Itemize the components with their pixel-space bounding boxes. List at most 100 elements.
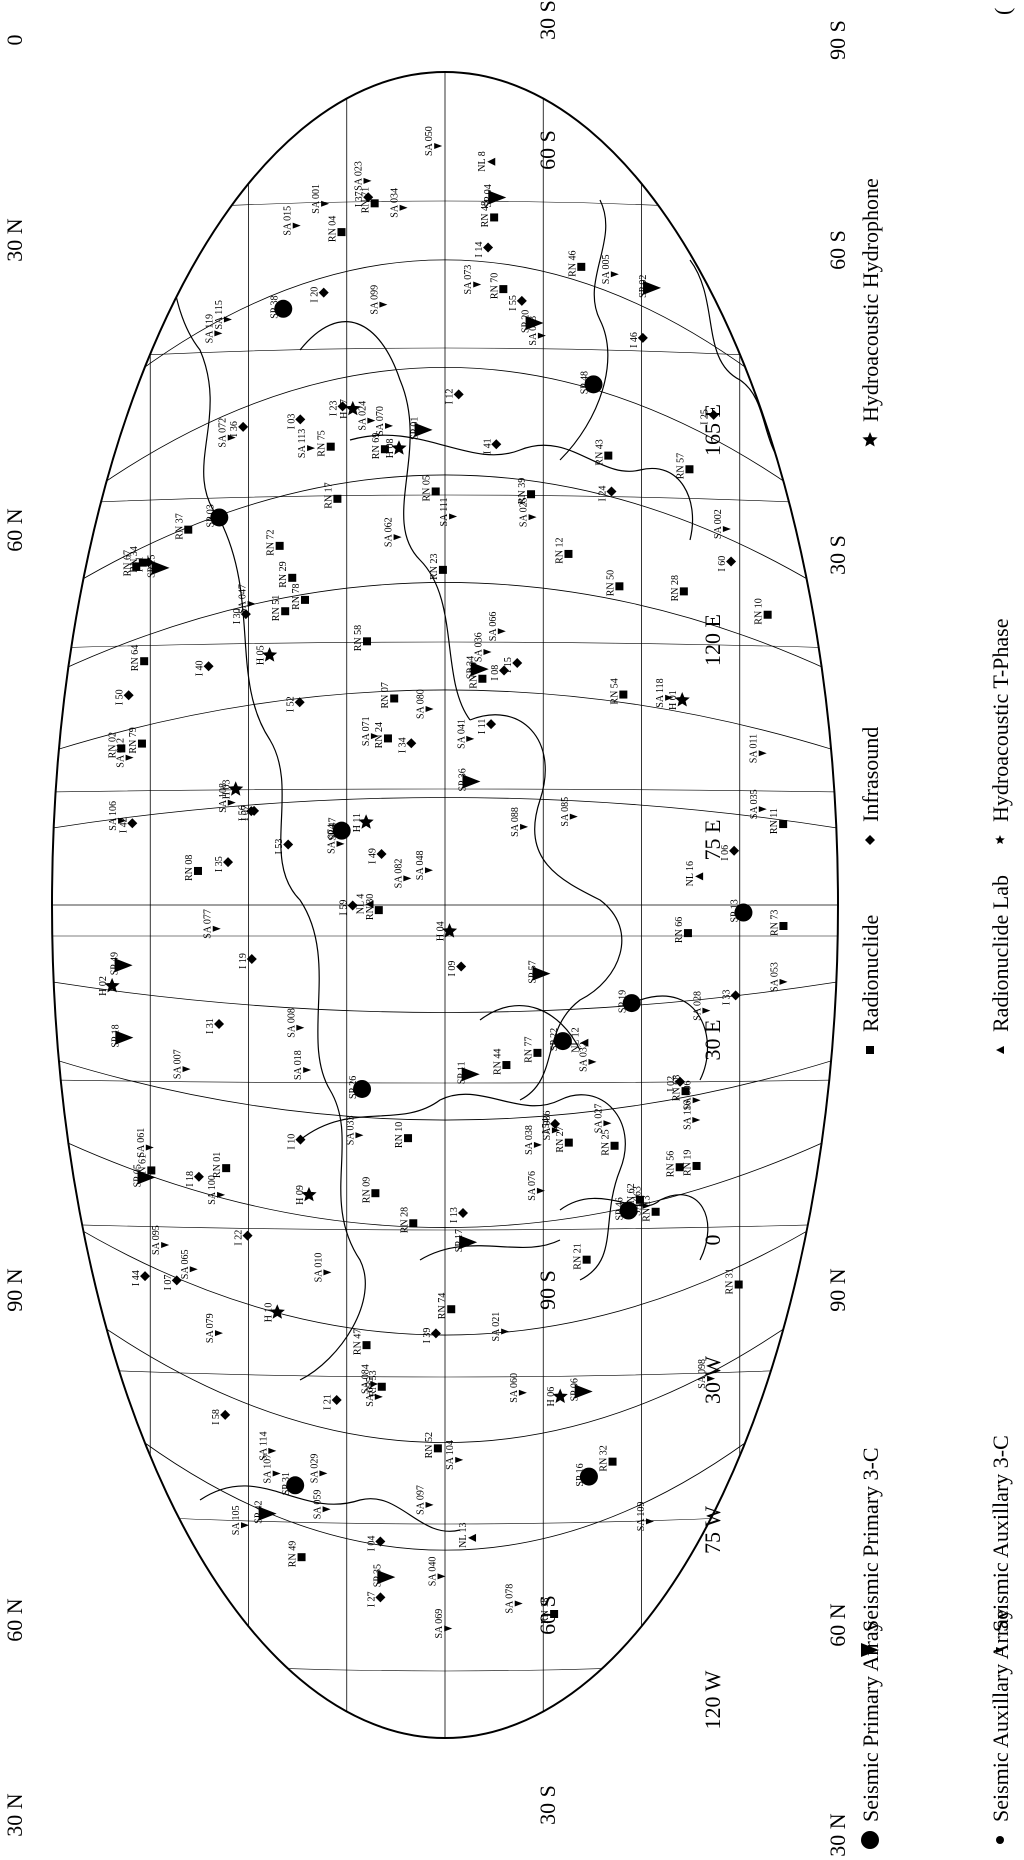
station-label: RN 69 <box>371 433 382 459</box>
station-label: RN 79 <box>128 727 139 753</box>
small-triangle-symbol <box>272 1470 281 1477</box>
square-symbol <box>184 525 193 534</box>
station-marker: SA 005 <box>601 254 619 284</box>
station-marker: SA 111 <box>439 498 458 527</box>
square-symbol <box>433 1444 442 1453</box>
station-label: SA 063 <box>632 1186 643 1216</box>
diamond-symbol <box>729 845 740 856</box>
diamond-symbol <box>295 414 306 425</box>
big-star-symbol <box>104 977 120 993</box>
station-marker: SP 13 <box>729 899 753 923</box>
small-triangle-symbol <box>322 1506 331 1513</box>
station-marker: I 27 <box>366 1591 386 1607</box>
station-marker: RN 51 <box>271 595 290 621</box>
square-symbol <box>390 694 399 703</box>
station-label: SA 078 <box>505 1584 516 1614</box>
station-marker: SP 05 <box>133 1164 156 1187</box>
station-marker: RN 18 <box>540 1598 559 1624</box>
legend-big-triangle-symbol <box>861 1643 879 1657</box>
station-label: RN 29 <box>278 561 289 587</box>
station-marker: SA 034 <box>390 188 408 218</box>
stations-layer: RN 79 I 59 RN 39 SA 024 RN 23 SA 095 RN 78 I 58… <box>98 126 788 1639</box>
square-symbol <box>371 1189 380 1198</box>
station-label: SA 097 <box>416 1485 427 1515</box>
station-label: SP 06 <box>570 1378 581 1401</box>
station-marker: NL 13 <box>458 1522 477 1548</box>
small-triangle-symbol <box>145 1144 154 1151</box>
big-star-symbol <box>358 814 374 829</box>
station-label: I 33 <box>722 989 733 1005</box>
small-triangle-symbol <box>758 750 767 757</box>
station-marker: SA 035 <box>749 789 767 819</box>
station-marker: RN 04 <box>328 216 346 242</box>
meridian-line <box>52 981 838 1013</box>
station-marker: SA 104 <box>445 1440 464 1470</box>
station-label: SP 04 <box>483 184 494 207</box>
square-symbol <box>447 1305 456 1314</box>
small-triangle-symbol <box>528 514 537 521</box>
station-label: I 59 <box>339 900 350 916</box>
square-symbol <box>431 487 440 496</box>
diamond-symbol <box>637 332 648 343</box>
station-label: SA 040 <box>428 1557 439 1587</box>
small-triangle-symbol <box>182 1066 191 1073</box>
station-label: SP 01 <box>410 417 421 440</box>
station-marker: SA 015 <box>283 206 301 236</box>
station-marker: RN 53 <box>368 1370 386 1397</box>
station-label: RN 73 <box>769 910 780 936</box>
square-symbol <box>138 558 147 567</box>
station-marker: RN 23 <box>429 553 447 580</box>
edge-label: 30 S <box>535 0 560 40</box>
square-symbol <box>779 820 788 829</box>
station-marker: RN 28 <box>670 575 688 601</box>
meridian-label: 165 E <box>700 404 725 456</box>
big-triangle-symbol <box>461 1067 480 1082</box>
small-triangle-symbol <box>367 417 376 424</box>
station-marker: SA 069 <box>434 1609 453 1639</box>
station-label: I 40 <box>195 660 206 676</box>
station-marker: RN 10 <box>754 598 772 625</box>
station-marker: I 42 <box>118 817 138 833</box>
big-circle-symbol <box>734 903 753 922</box>
big-star-symbol <box>269 1304 285 1319</box>
down-triangle-symbol <box>580 1038 589 1047</box>
legend-label: Seismic Auxillary 3-C <box>988 1435 1013 1632</box>
station-label: I 24 <box>598 486 609 502</box>
legend-big-star-symbol <box>862 432 878 447</box>
station-label: SA 108 <box>218 783 229 813</box>
station-label: RN 67 <box>122 550 133 576</box>
station-marker: SA 088 <box>510 807 529 837</box>
station-marker: SA 118 <box>655 678 674 708</box>
meridian-line <box>52 1079 838 1084</box>
edge-label: 90 S <box>535 1270 560 1310</box>
small-triangle-symbol <box>399 204 408 211</box>
square-symbol <box>675 1163 684 1172</box>
station-label: I 13 <box>449 1207 460 1223</box>
square-symbol <box>147 1166 156 1175</box>
small-triangle-symbol <box>603 1120 612 1127</box>
small-triangle-symbol <box>292 222 301 229</box>
big-triangle-symbol <box>532 966 551 981</box>
station-marker: SP 04 <box>483 184 507 208</box>
station-marker: RN 56 <box>666 1151 684 1177</box>
small-triangle-symbol <box>125 754 134 761</box>
square-symbol <box>377 1382 386 1391</box>
station-marker: RN 49 <box>288 1541 306 1567</box>
station-label: RN 23 <box>429 553 440 579</box>
diamond-symbol <box>453 389 464 400</box>
station-marker: RN 39 <box>517 478 536 504</box>
station-label: SP 20 <box>521 310 532 333</box>
station-marker: SA 113 <box>297 429 316 458</box>
station-marker: RN 32 <box>599 1445 617 1472</box>
legend-down-triangle-symbol <box>996 1046 1004 1054</box>
meridian-line <box>52 1223 838 1231</box>
station-marker: SP 46 <box>615 1197 638 1221</box>
legend-item: Radionuclide Lab <box>988 875 1013 1054</box>
big-circle-symbol <box>353 1079 372 1098</box>
station-label: RN 04 <box>328 216 339 242</box>
small-triangle-symbol <box>702 1007 711 1014</box>
station-label: SA 069 <box>434 1609 445 1639</box>
station-label: SP 02 <box>638 275 649 298</box>
